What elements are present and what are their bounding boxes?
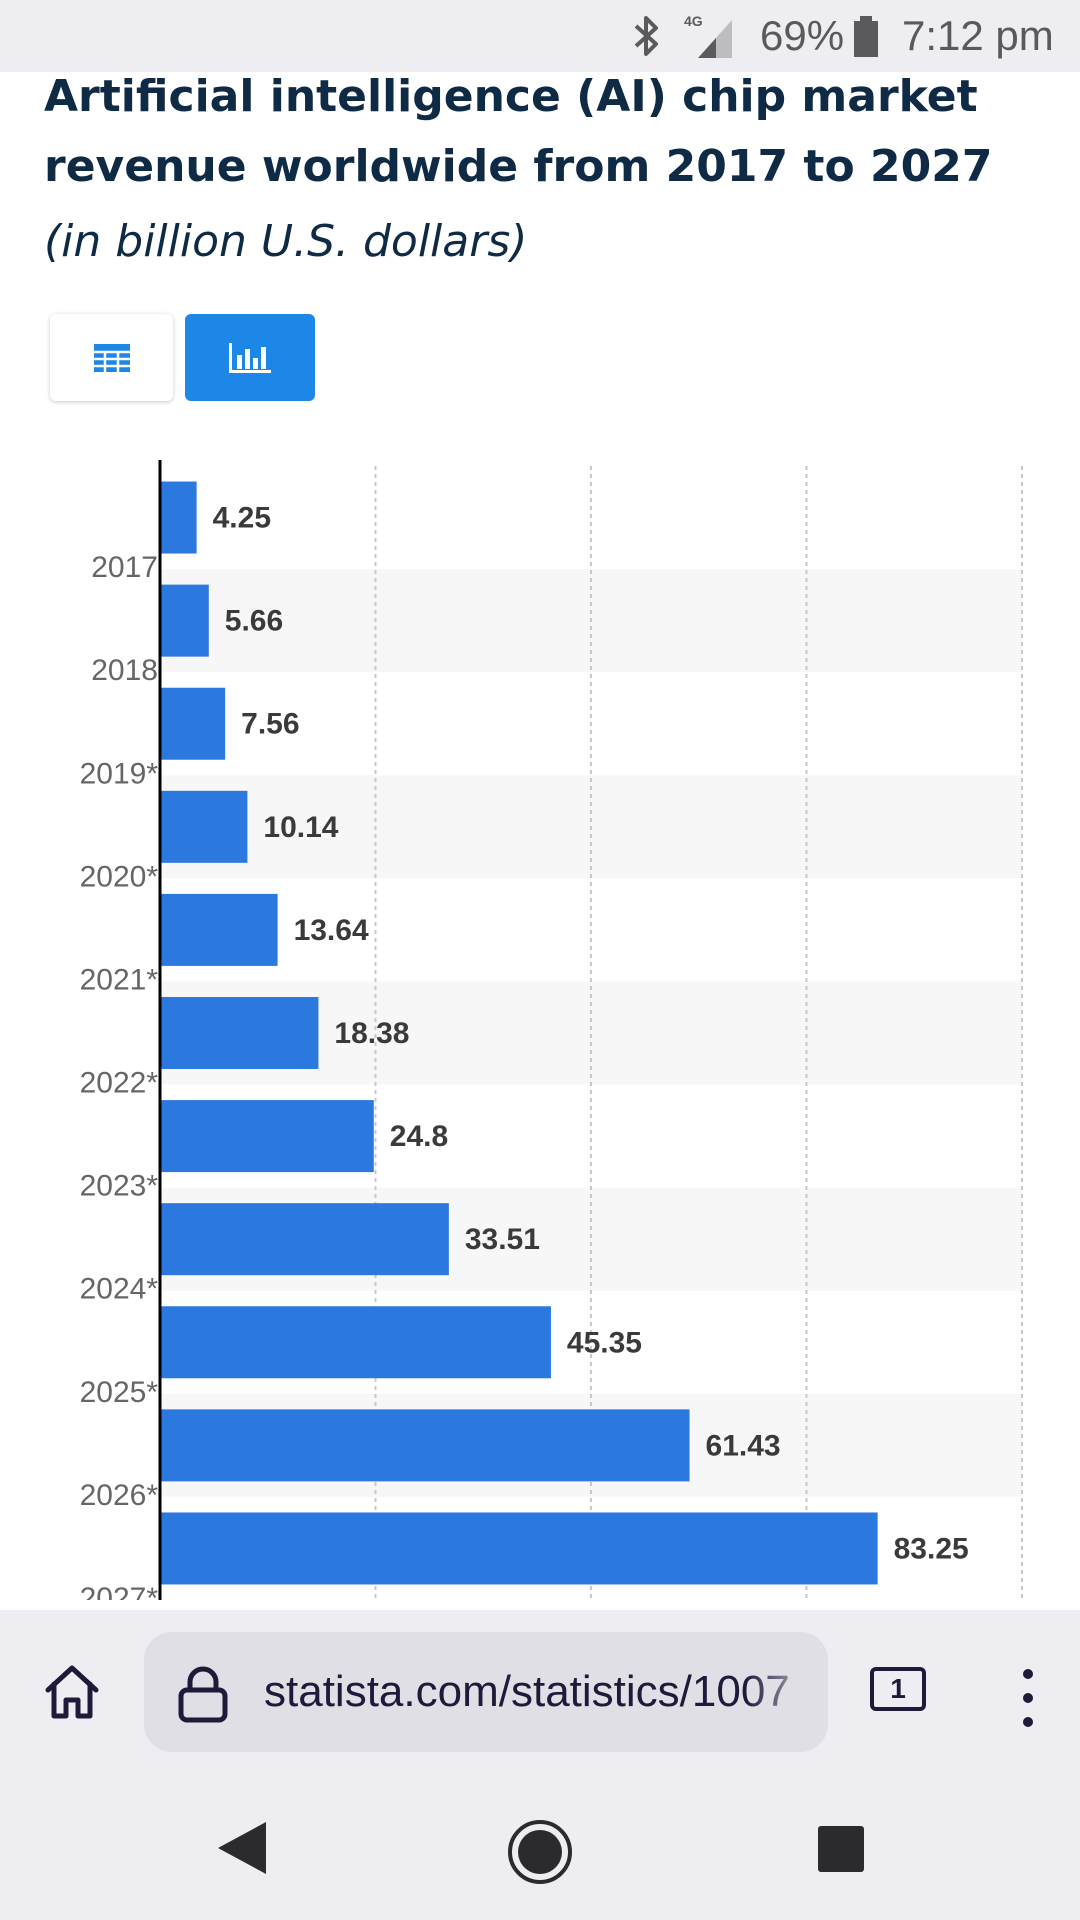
y-tick-label: 2025*	[80, 1376, 159, 1409]
data-label: 7.56	[241, 708, 299, 741]
data-label: 83.25	[894, 1532, 969, 1565]
y-tick-label: 2020*	[80, 860, 159, 893]
bar-2019	[160, 687, 226, 760]
bar-2022	[160, 997, 319, 1069]
y-tick-label: 2026*	[80, 1479, 159, 1512]
bar-2025	[160, 1306, 551, 1379]
table-view-button[interactable]	[50, 314, 173, 401]
page-title: Artificial intelligence (AI) chip market…	[44, 71, 993, 192]
tabs-button[interactable]: 1	[870, 1667, 926, 1711]
address-bar[interactable]: statista.com/statistics/1007	[144, 1632, 828, 1752]
more-vert-icon[interactable]	[1008, 1666, 1048, 1730]
bar-2027	[160, 1512, 878, 1585]
page-subtitle: (in billion U.S. dollars)	[44, 216, 528, 267]
battery-icon	[854, 16, 878, 57]
bar-2018	[160, 584, 209, 657]
y-tick-label: 2023*	[80, 1170, 159, 1203]
battery-percent: 69%	[760, 12, 845, 59]
recents-icon[interactable]	[818, 1826, 864, 1872]
browser-toolbar: statista.com/statistics/1007 1	[0, 1610, 1080, 1780]
chart-view-button[interactable]	[185, 314, 315, 401]
home-icon[interactable]	[40, 1660, 104, 1724]
y-tick-label: 2027*	[80, 1582, 159, 1600]
network-type: 4G	[684, 13, 703, 29]
data-label: 4.25	[213, 502, 271, 535]
bar-2017	[160, 481, 197, 554]
y-tick-label: 2022*	[80, 1067, 159, 1100]
data-label: 10.14	[263, 811, 338, 844]
data-label: 45.35	[567, 1326, 642, 1359]
home-circle-icon[interactable]	[506, 1818, 574, 1886]
bar-chart-icon	[229, 342, 271, 373]
data-label: 5.66	[225, 605, 283, 638]
y-tick-label: 2017	[91, 551, 158, 584]
bar-chart: 4.25 2017 5.66 2018 7.56 2019* 10.14 2020* 13.64…	[80, 460, 1023, 1600]
signal-icon: 4G	[684, 13, 732, 58]
bar-2023	[160, 1100, 374, 1173]
bar-2021	[160, 893, 278, 966]
bar-2024	[160, 1203, 449, 1276]
data-label: 33.51	[465, 1223, 540, 1256]
data-label: 61.43	[706, 1429, 781, 1462]
y-tick-label: 2019*	[80, 757, 159, 790]
bar-2020	[160, 790, 248, 863]
status-time: 7:12 pm	[902, 12, 1054, 59]
data-label: 13.64	[294, 914, 369, 947]
url-text[interactable]: statista.com/statistics/1007	[264, 1667, 790, 1716]
table-icon	[93, 343, 130, 372]
y-tick-label: 2018	[91, 654, 158, 687]
back-icon[interactable]	[214, 1818, 270, 1878]
data-label: 24.8	[390, 1120, 448, 1153]
bar-2026	[160, 1409, 690, 1482]
lock-icon[interactable]	[176, 1664, 230, 1724]
y-tick-label: 2024*	[80, 1273, 159, 1306]
chart-area: 4.25 2017 5.66 2018 7.56 2019* 10.14 2020* 13.64…	[0, 460, 1080, 1600]
status-bar: 4G 69% 7:12 pm	[0, 0, 1080, 72]
data-label: 18.38	[334, 1017, 409, 1050]
y-tick-label: 2021*	[80, 963, 159, 996]
bluetooth-icon	[634, 16, 658, 56]
